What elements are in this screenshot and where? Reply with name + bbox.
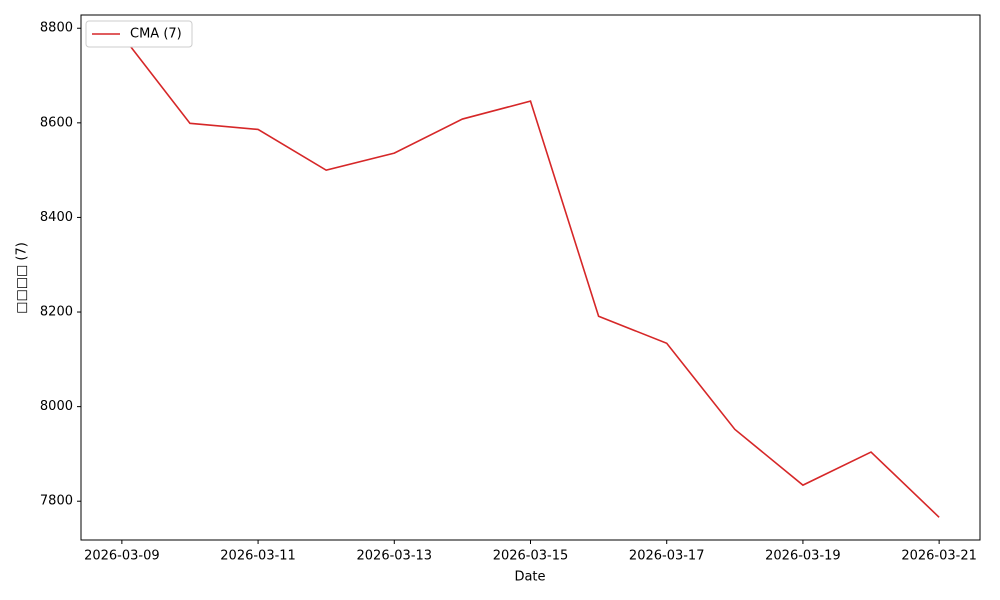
legend-label: CMA (7): [130, 27, 182, 42]
legend-box: [85, 20, 193, 48]
x-tick-label: 2026-03-13: [357, 549, 433, 564]
line: [121, 34, 940, 518]
x-tick-label: 2026-03-17: [629, 549, 705, 564]
x-tick-label: 2026-03-21: [901, 549, 977, 564]
x-tick-label: 2026-03-09: [84, 549, 160, 564]
y-tick-label: 8000: [40, 399, 73, 414]
x-tick-label: 2026-03-15: [493, 549, 569, 564]
x-tick-label: 2026-03-11: [220, 549, 296, 564]
plot-frame: [80, 14, 981, 541]
y-tick-label: 8800: [40, 21, 73, 36]
y-tick-label: 8200: [40, 305, 73, 320]
y-tick-label: 7800: [40, 494, 73, 509]
y-axis-label: □□□□ (7): [15, 242, 30, 314]
y-tick-label: 8600: [40, 115, 73, 130]
x-axis-label: Date: [514, 570, 545, 585]
x-tick-label: 2026-03-19: [765, 549, 841, 564]
y-tick-label: 8400: [40, 210, 73, 225]
